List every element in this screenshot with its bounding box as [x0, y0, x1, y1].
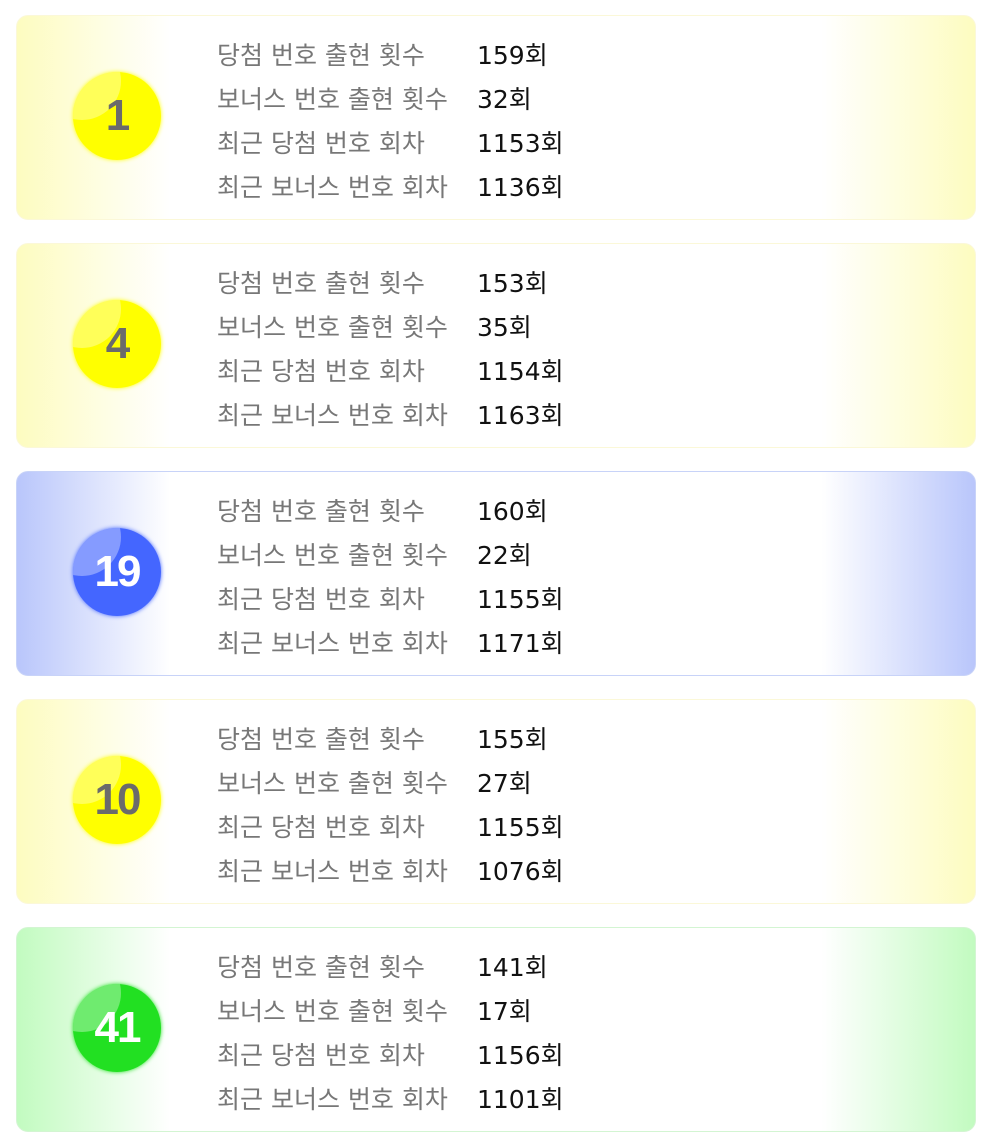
- stat-value: 160회: [477, 497, 548, 526]
- stat-label: 보너스 번호 출현 횟수: [217, 769, 448, 798]
- stat-label: 최근 보너스 번호 회차: [217, 173, 448, 202]
- lotto-ball: 1: [73, 72, 161, 160]
- stat-row-bonus-count: 보너스 번호 출현 횟수 27회: [217, 760, 564, 804]
- stat-row-recent-bonus: 최근 보너스 번호 회차 1076회: [217, 848, 564, 892]
- stat-row-recent-bonus: 최근 보너스 번호 회차 1171회: [217, 620, 564, 664]
- stat-label: 최근 당첨 번호 회차: [217, 357, 425, 386]
- ball-number: 19: [94, 547, 142, 596]
- stat-label: 당첨 번호 출현 횟수: [217, 497, 425, 526]
- stat-label: 최근 당첨 번호 회차: [217, 585, 425, 614]
- stat-value: 22회: [477, 541, 532, 570]
- stat-value: 1101회: [477, 1085, 564, 1114]
- stat-value: 141회: [477, 953, 548, 982]
- stat-label: 당첨 번호 출현 횟수: [217, 269, 425, 298]
- stat-row-recent-bonus: 최근 보너스 번호 회차 1101회: [217, 1076, 564, 1120]
- stat-value: 155회: [477, 725, 548, 754]
- stat-row-recent-win: 최근 당첨 번호 회차 1156회: [217, 1032, 564, 1076]
- stat-label: 최근 당첨 번호 회차: [217, 129, 425, 158]
- ball-number: 1: [105, 91, 131, 140]
- stat-label: 최근 당첨 번호 회차: [217, 1041, 425, 1070]
- stat-row-recent-win: 최근 당첨 번호 회차 1155회: [217, 804, 564, 848]
- stat-value: 1153회: [477, 129, 564, 158]
- stat-value: 1076회: [477, 857, 564, 886]
- stat-value: 153회: [477, 269, 548, 298]
- stat-value: 1156회: [477, 1041, 564, 1070]
- stat-value: 1155회: [477, 585, 564, 614]
- stat-row-win-count: 당첨 번호 출현 횟수 160회: [217, 488, 564, 532]
- stat-label: 보너스 번호 출현 횟수: [217, 313, 448, 342]
- stat-row-bonus-count: 보너스 번호 출현 횟수 17회: [217, 988, 564, 1032]
- stat-value: 27회: [477, 769, 532, 798]
- stat-row-recent-win: 최근 당첨 번호 회차 1154회: [217, 348, 564, 392]
- stat-label: 최근 보너스 번호 회차: [217, 629, 448, 658]
- stat-row-win-count: 당첨 번호 출현 횟수 155회: [217, 716, 564, 760]
- stat-row-recent-bonus: 최근 보너스 번호 회차 1136회: [217, 164, 564, 208]
- stat-row-win-count: 당첨 번호 출현 횟수 141회: [217, 944, 564, 988]
- stat-label: 보너스 번호 출현 횟수: [217, 541, 448, 570]
- lotto-ball: 41: [73, 984, 161, 1072]
- stat-value: 17회: [477, 997, 532, 1026]
- stat-label: 최근 보너스 번호 회차: [217, 1085, 448, 1114]
- stat-row-win-count: 당첨 번호 출현 횟수 153회: [217, 260, 564, 304]
- stat-value: 159회: [477, 41, 548, 70]
- stat-label: 보너스 번호 출현 횟수: [217, 997, 448, 1026]
- lotto-ball: 4: [73, 300, 161, 388]
- stat-row-recent-win: 최근 당첨 번호 회차 1155회: [217, 576, 564, 620]
- stat-value: 1154회: [477, 357, 564, 386]
- stat-row-bonus-count: 보너스 번호 출현 횟수 32회: [217, 76, 564, 120]
- stat-value: 35회: [477, 313, 532, 342]
- stat-row-bonus-count: 보너스 번호 출현 횟수 22회: [217, 532, 564, 576]
- stat-label: 당첨 번호 출현 횟수: [217, 953, 425, 982]
- stat-row-recent-bonus: 최근 보너스 번호 회차 1163회: [217, 392, 564, 436]
- stat-label: 당첨 번호 출현 횟수: [217, 725, 425, 754]
- lotto-ball: 10: [73, 756, 161, 844]
- stat-value: 32회: [477, 85, 532, 114]
- stat-row-recent-win: 최근 당첨 번호 회차 1153회: [217, 120, 564, 164]
- stat-value: 1171회: [477, 629, 564, 658]
- stat-value: 1155회: [477, 813, 564, 842]
- ball-number: 10: [94, 775, 142, 824]
- ball-number: 41: [94, 1003, 142, 1052]
- stat-value: 1163회: [477, 401, 564, 430]
- stat-label: 최근 당첨 번호 회차: [217, 813, 425, 842]
- ball-number: 4: [105, 319, 131, 368]
- stat-row-bonus-count: 보너스 번호 출현 횟수 35회: [217, 304, 564, 348]
- stat-label: 보너스 번호 출현 횟수: [217, 85, 448, 114]
- stat-label: 최근 보너스 번호 회차: [217, 401, 448, 430]
- stat-label: 당첨 번호 출현 횟수: [217, 41, 425, 70]
- stat-label: 최근 보너스 번호 회차: [217, 857, 448, 886]
- stat-row-win-count: 당첨 번호 출현 횟수 159회: [217, 32, 564, 76]
- lotto-ball: 19: [73, 528, 161, 616]
- stat-value: 1136회: [477, 173, 564, 202]
